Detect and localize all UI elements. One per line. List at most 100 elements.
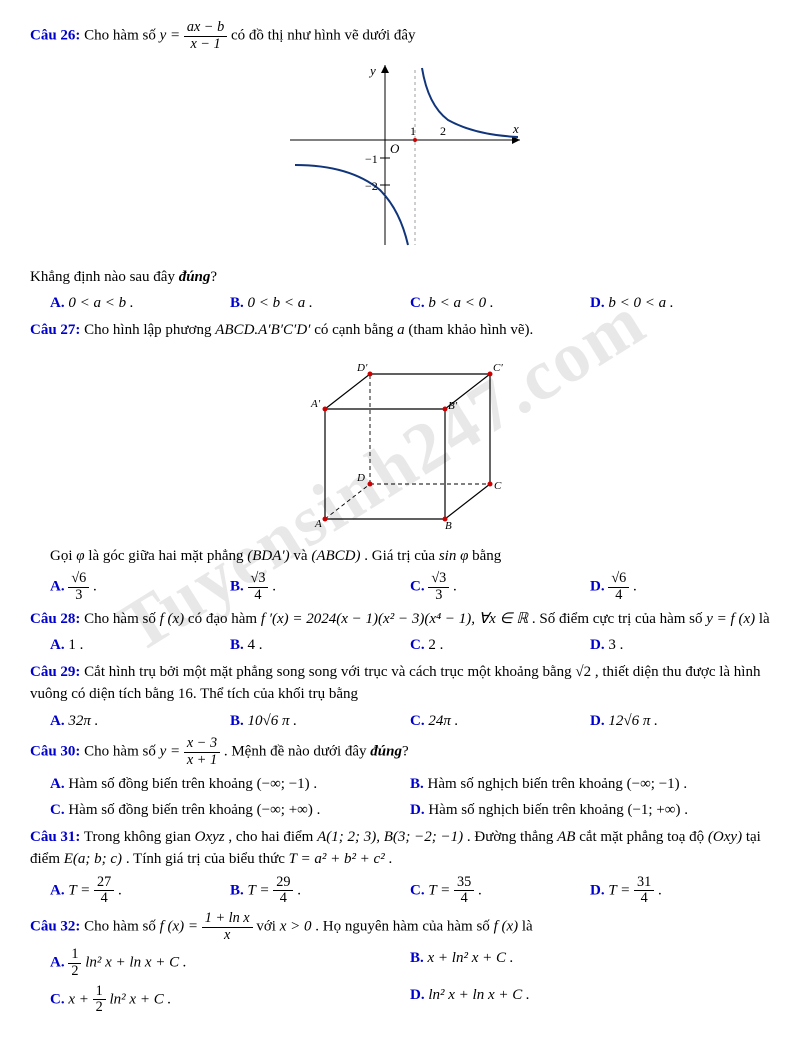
q30-t1: Cho hàm số bbox=[84, 744, 159, 760]
q26-D-text: b < 0 < a . bbox=[608, 295, 673, 311]
q28-choice-A: A. 1 . bbox=[50, 634, 230, 657]
question-28: Câu 28: Cho hàm số f (x) có đạo hàm f ′(… bbox=[30, 608, 770, 631]
q28-choice-B: B. 4 . bbox=[230, 634, 410, 657]
q26-st-text: Khẳng định nào sau đây bbox=[30, 269, 179, 285]
q28-A: 1 . bbox=[68, 637, 83, 653]
tick-neg1: −1 bbox=[365, 152, 378, 166]
q30-frac: x − 3 x + 1 bbox=[184, 736, 220, 768]
q29-B: 10√6 π . bbox=[248, 713, 298, 729]
q32-xgt0: x > 0 bbox=[280, 918, 312, 934]
q27-B-num: √3 bbox=[248, 571, 269, 588]
q32-A-rest: ln² x + ln x + C . bbox=[85, 955, 186, 971]
q31-t3: . Đường thẳng bbox=[467, 829, 557, 845]
q30-choice-C: C. Hàm số đồng biến trên khoảng (−∞; +∞)… bbox=[50, 799, 410, 822]
q27-l2e: bằng bbox=[472, 548, 501, 564]
q31-t7: . bbox=[388, 851, 392, 867]
q27-D-num: √6 bbox=[608, 571, 629, 588]
q31-C-den: 4 bbox=[454, 891, 474, 907]
q30-q: ? bbox=[402, 744, 409, 760]
q27-phi: φ bbox=[76, 548, 84, 564]
q32-num: 1 + ln x bbox=[202, 911, 253, 928]
q31-label: Câu 31: bbox=[30, 829, 80, 845]
q29-choice-D: D. 12√6 π . bbox=[590, 710, 770, 733]
q32-choice-A: A. 12 ln² x + ln x + C . bbox=[50, 947, 410, 979]
q26-fraction: ax − b x − 1 bbox=[184, 20, 227, 52]
q31-choice-D: D. T = 314 . bbox=[590, 875, 770, 907]
q32-den: x bbox=[202, 928, 253, 944]
q30-label: Câu 30: bbox=[30, 744, 80, 760]
svg-text:A: A bbox=[314, 518, 322, 529]
q27-t2: có cạnh bằng bbox=[314, 322, 397, 338]
q27-cube-name: ABCD.A′B′C′D′ bbox=[215, 322, 310, 338]
q31-choice-B: B. T = 294 . bbox=[230, 875, 410, 907]
q27-t3: (tham khảo hình vẽ). bbox=[408, 322, 533, 338]
q27-A-num: √6 bbox=[68, 571, 89, 588]
q30-yeq: y = bbox=[160, 744, 181, 760]
q26-graph: y x O 1 2 −1 −2 bbox=[30, 60, 770, 258]
q27-a: a bbox=[397, 322, 405, 338]
q26-text-before: Cho hàm số bbox=[84, 28, 159, 44]
svg-text:B: B bbox=[445, 520, 452, 529]
q26-choices: A. 0 < a < b . B. 0 < b < a . C. b < a <… bbox=[50, 292, 770, 315]
q27-D-den: 4 bbox=[608, 588, 629, 604]
tick-1: 1 bbox=[410, 124, 416, 138]
svg-text:A′: A′ bbox=[310, 398, 321, 410]
q32-choices-1: A. 12 ln² x + ln x + C . B. x + ln² x + … bbox=[50, 947, 770, 979]
tick-2: 2 bbox=[440, 124, 446, 138]
q32-C-fn: 1 bbox=[93, 984, 106, 1001]
q31-t4: cắt mặt phẳng toạ độ bbox=[579, 829, 708, 845]
question-26: Câu 26: Cho hàm số y = ax − b x − 1 có đ… bbox=[30, 20, 770, 52]
q27-cube-svg: A B C D A′ B′ C′ D′ bbox=[285, 349, 515, 529]
q26-choice-D: D. b < 0 < a . bbox=[590, 292, 770, 315]
q26-text-after: có đồ thị như hình vẽ dưới đây bbox=[231, 28, 416, 44]
q32-fx: f (x) bbox=[494, 918, 519, 934]
q26-B-text: 0 < b < a . bbox=[248, 295, 313, 311]
q28-t4: là bbox=[759, 611, 770, 627]
tick-neg2: −2 bbox=[365, 179, 378, 193]
q26-choice-B: B. 0 < b < a . bbox=[230, 292, 410, 315]
q27-l2a: Gọi bbox=[50, 548, 76, 564]
q30-C: Hàm số đồng biến trên khoảng (−∞; +∞) . bbox=[68, 802, 320, 818]
q27-choice-D: D. √64 . bbox=[590, 571, 770, 603]
q29-A: 32π . bbox=[68, 713, 98, 729]
q28-yfx: y = f (x) bbox=[706, 611, 755, 627]
axis-x-label: x bbox=[512, 121, 519, 136]
q32-B: x + ln² x + C . bbox=[428, 950, 514, 966]
q28-t3: . Số điểm cực trị của hàm số bbox=[532, 611, 706, 627]
origin-label: O bbox=[390, 141, 400, 156]
q28-choice-D: D. 3 . bbox=[590, 634, 770, 657]
q31-choices: A. T = 274 . B. T = 294 . C. T = 354 . D… bbox=[50, 875, 770, 907]
q30-choice-D: D. Hàm số nghịch biến trên khoảng (−1; +… bbox=[410, 799, 770, 822]
q27-t1: Cho hình lập phương bbox=[84, 322, 215, 338]
q32-choice-C: C. x + 12 ln² x + C . bbox=[50, 984, 410, 1016]
q29-t1: Cắt hình trụ bởi một mặt phẳng song song… bbox=[84, 664, 575, 680]
q27-C-den: 3 bbox=[428, 588, 449, 604]
q27-choices: A. √63 . B. √34 . C. √33 . D. √64 . bbox=[50, 571, 770, 603]
q30-num: x − 3 bbox=[184, 736, 220, 753]
q28-label: Câu 28: bbox=[30, 611, 80, 627]
svg-text:D′: D′ bbox=[356, 362, 368, 374]
q31-oxyz: Oxyz bbox=[195, 829, 225, 845]
q32-fxeq: f (x) = bbox=[160, 918, 198, 934]
q30-choices-2: C. Hàm số đồng biến trên khoảng (−∞; +∞)… bbox=[50, 799, 770, 822]
q31-choice-A: A. T = 274 . bbox=[50, 875, 230, 907]
q31-D-den: 4 bbox=[634, 891, 654, 907]
q26-label: Câu 26: bbox=[30, 28, 80, 44]
q31-pts: A(1; 2; 3), B(3; −2; −1) bbox=[317, 829, 463, 845]
q27-A-den: 3 bbox=[68, 588, 89, 604]
q31-choice-C: C. T = 354 . bbox=[410, 875, 590, 907]
q30-A: Hàm số đồng biến trên khoảng (−∞; −1) . bbox=[68, 776, 317, 792]
q27-choice-A: A. √63 . bbox=[50, 571, 230, 603]
q27-sinphi: sin φ bbox=[439, 548, 469, 564]
q31-T: T = a² + b² + c² bbox=[289, 851, 385, 867]
svg-text:C′: C′ bbox=[493, 362, 503, 374]
q27-label: Câu 27: bbox=[30, 322, 80, 338]
q30-choices-1: A. Hàm số đồng biến trên khoảng (−∞; −1)… bbox=[50, 773, 770, 796]
q26-choice-A: A. 0 < a < b . bbox=[50, 292, 230, 315]
q26-den: x − 1 bbox=[184, 37, 227, 53]
q29-choices: A. 32π . B. 10√6 π . C. 24π . D. 12√6 π … bbox=[50, 710, 770, 733]
q27-l2c: và bbox=[293, 548, 311, 564]
q31-B-pre: T = bbox=[248, 882, 274, 898]
question-29: Câu 29: Cắt hình trụ bởi một mặt phẳng s… bbox=[30, 661, 770, 706]
q28-D: 3 . bbox=[608, 637, 623, 653]
